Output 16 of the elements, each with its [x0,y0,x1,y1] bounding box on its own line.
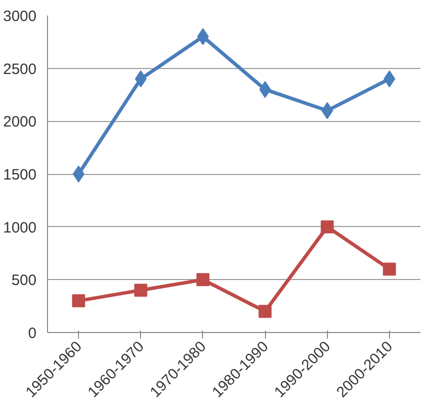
y-tick-label: 0 [28,325,36,342]
point [321,102,334,120]
point [320,220,334,234]
point [196,273,210,286]
point [72,166,84,182]
point [258,304,272,318]
point [134,70,147,88]
y-tick-label: 3000 [3,8,37,25]
point [382,262,396,276]
y-tick-label: 500 [11,272,37,290]
y-tick-label: 1500 [3,166,37,184]
y-tick-label: 2000 [3,114,37,131]
point [72,294,86,308]
y-tick-label: 1000 [3,219,37,236]
point [134,284,148,297]
y-tick-label: 2500 [3,60,37,78]
